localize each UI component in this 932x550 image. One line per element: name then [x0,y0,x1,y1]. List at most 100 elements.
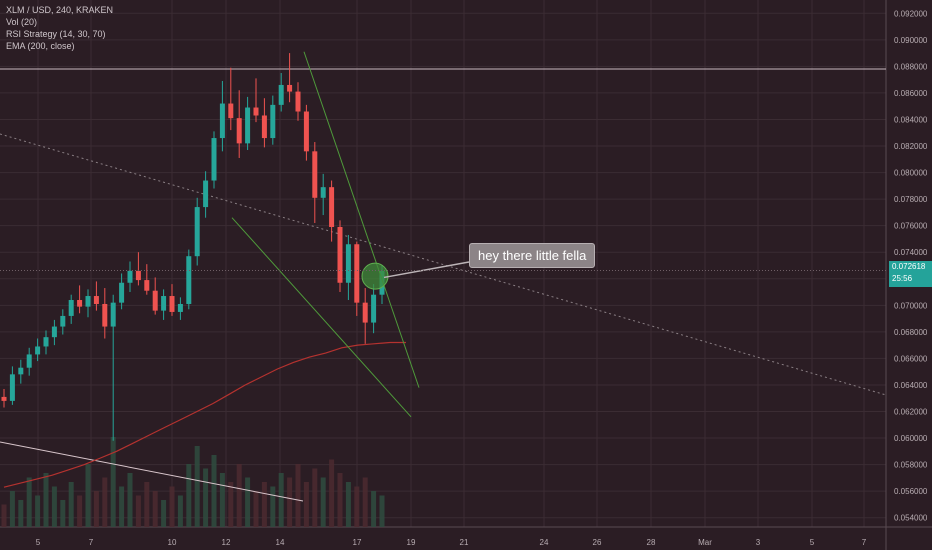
ema-indicator-label[interactable]: EMA (200, close) [6,41,75,51]
volume-bar [144,482,150,527]
x-tick-label: 10 [168,538,177,547]
y-tick-label: 0.076000 [894,222,928,231]
volume-bar [203,468,209,527]
candle-body [219,103,225,139]
bar-countdown: 25:56 [892,274,913,283]
volume-bar [43,473,49,527]
rsi-strategy-label[interactable]: RSI Strategy (14, 30, 70) [6,29,106,39]
candle-body [371,294,377,323]
vol-indicator-label[interactable]: Vol (20) [6,17,38,27]
candle-body [203,180,209,208]
volume-bar [35,495,41,527]
symbol-title[interactable]: XLM / USD, 240, KRAKEN [6,5,114,15]
volume-bar [68,482,74,527]
volume-bar [211,455,217,527]
candle-body [245,107,251,144]
ema-200-line [3,341,406,488]
x-tick-label: 5 [36,538,41,547]
x-tick-label: 24 [540,538,549,547]
candle-body [77,300,83,307]
annotation-callout[interactable]: hey there little fella [469,243,596,268]
wedge-lower-line[interactable] [231,217,412,418]
x-tick-label: 14 [276,538,285,547]
candle-body [228,103,234,119]
candle-body [1,396,7,401]
volume-bar [236,464,242,527]
volume-bar [127,473,133,527]
y-tick-label: 0.078000 [894,195,928,204]
volume-bar [110,437,116,527]
x-tick-label: 3 [756,538,761,547]
volume-bar [77,495,83,527]
y-tick-label: 0.062000 [894,408,928,417]
volume-bar [303,482,309,527]
candle-body [278,84,284,105]
candle-body [119,282,125,303]
candle-body [68,300,74,316]
volume-bar [60,500,66,527]
volume-bar [228,482,234,527]
y-tick-label: 0.064000 [894,381,928,390]
x-tick-label: 21 [460,538,469,547]
volume-bar [329,459,335,527]
candle-body [261,115,267,139]
x-tick-label: Mar [698,538,712,547]
volume-bar [26,477,32,527]
candle-body [329,187,335,227]
candle-body [26,354,32,368]
y-tick-label: 0.066000 [894,354,928,363]
volume-bar [93,491,99,527]
candle-body [102,303,108,327]
x-tick-label: 12 [222,538,231,547]
current-price-tag: 0.072618 25:56 [889,261,932,287]
candle-body [354,244,360,303]
x-tick-label: 7 [89,538,94,547]
volume-bar [152,491,158,527]
volume-bar [161,500,167,527]
volume-bar [186,464,192,527]
volume-bar [354,486,360,527]
volume-bar [253,491,259,527]
dotted-trendline[interactable] [0,133,887,396]
y-tick-label: 0.060000 [894,434,928,443]
y-tick-label: 0.058000 [894,461,928,470]
candle-body [253,107,259,116]
volume-bar [245,477,251,527]
candle-body [295,91,301,112]
highlight-circle[interactable] [361,262,389,290]
wedge-upper-line[interactable] [303,51,420,388]
y-tick-label: 0.080000 [894,169,928,178]
candle-body [337,226,343,283]
volume-bar [169,486,175,527]
candle-body [270,104,276,139]
y-tick-label: 0.056000 [894,487,928,496]
candle-body [18,367,24,375]
candle-body [312,151,318,198]
candle-body [51,326,57,338]
candle-body [186,256,192,304]
candle-body [287,84,293,92]
candle-body [144,280,150,291]
x-tick-label: 28 [647,538,656,547]
legend: XLM / USD, 240, KRAKEN Vol (20) RSI Stra… [6,4,113,52]
volume-bar [102,477,108,527]
y-tick-label: 0.070000 [894,301,928,310]
y-tick-label: 0.082000 [894,142,928,151]
volume-bar [337,473,343,527]
volume-bar [135,495,141,527]
descending-trendline[interactable] [0,441,304,502]
candle-body [194,207,200,257]
volume-bar [194,446,200,527]
candle-body [43,337,49,347]
x-tick-label: 7 [862,538,867,547]
y-tick-label: 0.086000 [894,89,928,98]
volume-bar [345,482,351,527]
volume-bar [362,477,368,527]
candle-body [35,346,41,355]
y-tick-label: 0.088000 [894,62,928,71]
candle-body [303,111,309,152]
y-tick-label: 0.054000 [894,514,928,523]
